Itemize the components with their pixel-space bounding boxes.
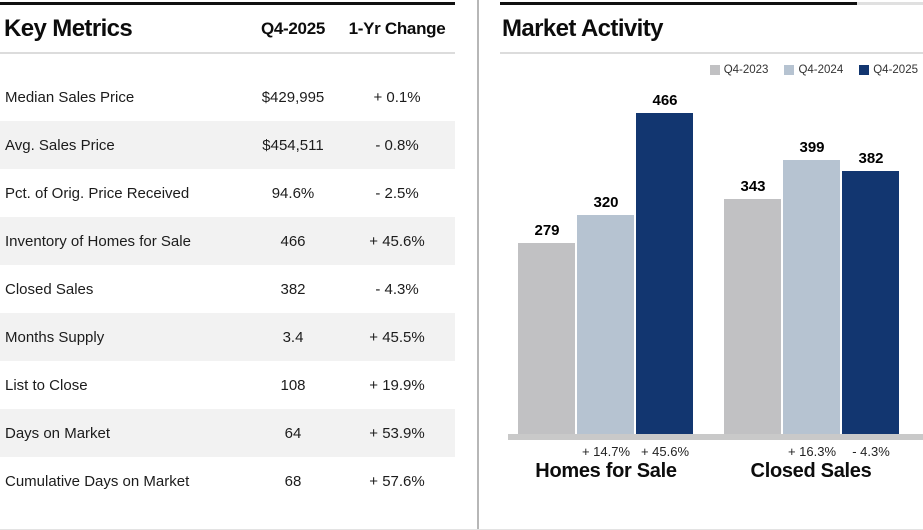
legend-item-q4-2025: Q4-2025 [859, 64, 918, 76]
metric-change: + 0.1% [373, 88, 421, 106]
bar-pct-change-label: + 16.3% [787, 444, 837, 459]
metric-change: + 45.5% [369, 328, 425, 346]
metric-value: 64 [284, 424, 302, 442]
legend-item-q4-2023: Q4-2023 [709, 64, 769, 76]
legend-swatch-icon [784, 65, 795, 75]
table-row: Cumulative Days on Market 68 + 57.6% [0, 457, 455, 505]
bar-q4-2024-closed-sales [783, 160, 840, 437]
bar-value-label: 343 [740, 178, 766, 195]
chart-legend: Q4-2023 Q4-2024 Q4-2025 [709, 64, 918, 76]
bar-pct-change-label: + 45.6% [640, 444, 690, 459]
legend-label: Q4-2023 [723, 64, 769, 76]
bar-q4-2024-homes-for-sale [577, 215, 634, 437]
top-rule-right-extension [857, 2, 923, 5]
top-rule-right [500, 2, 857, 5]
bar-value-label: 279 [534, 222, 560, 239]
metric-label: Inventory of Homes for Sale [5, 232, 191, 250]
x-axis-line [508, 434, 923, 440]
panel-divider [477, 0, 479, 530]
bar-pct-change-label: + 14.7% [581, 444, 631, 459]
key-metrics-title: Key Metrics [4, 15, 133, 42]
legend-label: Q4-2025 [873, 64, 918, 76]
market-activity-title: Market Activity [502, 15, 663, 42]
metric-label: List to Close [5, 376, 88, 394]
bar-value-label: 320 [593, 194, 619, 211]
bar-q4-2023-closed-sales [724, 199, 781, 437]
table-row: Inventory of Homes for Sale 466 + 45.6% [0, 217, 455, 265]
metrics-table: Median Sales Price $429,995 + 0.1% Avg. Sal… [0, 73, 455, 505]
metric-change: - 4.3% [375, 280, 419, 298]
table-row: Median Sales Price $429,995 + 0.1% [0, 73, 455, 121]
table-header: Key Metrics Q4-2025 1-Yr Change [0, 7, 455, 51]
title-underline-left [0, 52, 455, 54]
bar-value-label: 382 [858, 150, 884, 167]
chart-header: Market Activity [500, 7, 663, 51]
metric-change: + 45.6% [369, 232, 425, 250]
metric-label: Median Sales Price [5, 88, 135, 106]
legend-label: Q4-2024 [798, 64, 844, 76]
metric-value: 382 [280, 280, 306, 298]
bar-pct-change-label: - 4.3% [852, 444, 890, 459]
metric-change: + 53.9% [369, 424, 425, 442]
metric-value: 108 [280, 376, 306, 394]
column-header-change: 1-Yr Change [348, 19, 446, 38]
legend-item-q4-2024: Q4-2024 [784, 64, 843, 76]
metric-label: Months Supply [5, 328, 105, 346]
table-row: Avg. Sales Price $454,511 - 0.8% [0, 121, 455, 169]
table-row: Pct. of Orig. Price Received 94.6% - 2.5% [0, 169, 455, 217]
metric-label: Pct. of Orig. Price Received [5, 184, 190, 202]
metric-change: - 2.5% [375, 184, 419, 202]
metric-value: $454,511 [262, 136, 324, 154]
metric-value: 68 [284, 472, 302, 490]
bar-value-label: 399 [799, 139, 825, 156]
category-label-closed-sales: Closed Sales [750, 460, 872, 482]
market-activity-panel: Market Activity Q4-2023 Q4-2024 Q4-2025 27… [500, 0, 923, 530]
category-label-homes-for-sale: Homes for Sale [535, 460, 677, 482]
bar-q4-2025-homes-for-sale [636, 113, 693, 437]
bar-q4-2025-closed-sales [842, 171, 899, 437]
metric-label: Avg. Sales Price [5, 136, 115, 154]
bar-chart: 279 320 + 14.7% 466 + 45.6% Homes for Sale 343… [500, 0, 923, 530]
metric-value: 466 [280, 232, 306, 250]
legend-swatch-icon [859, 65, 870, 75]
metric-label: Cumulative Days on Market [5, 472, 190, 490]
metric-value: 3.4 [282, 328, 304, 346]
table-row: Months Supply 3.4 + 45.5% [0, 313, 455, 361]
metric-change: + 19.9% [369, 376, 425, 394]
bar-value-label: 466 [652, 92, 678, 109]
bar-q4-2023-homes-for-sale [518, 243, 575, 437]
title-underline-right [500, 52, 923, 54]
key-metrics-panel: Key Metrics Q4-2025 1-Yr Change Median S… [0, 0, 455, 530]
metric-value: $429,995 [261, 88, 325, 106]
table-row: Days on Market 64 + 53.9% [0, 409, 455, 457]
column-header-period: Q4-2025 [260, 19, 326, 38]
table-row: Closed Sales 382 - 4.3% [0, 265, 455, 313]
metric-change: - 0.8% [375, 136, 419, 154]
table-row: List to Close 108 + 19.9% [0, 361, 455, 409]
top-rule-left [0, 2, 455, 5]
metric-label: Days on Market [5, 424, 111, 442]
legend-swatch-icon [709, 65, 720, 75]
metric-value: 94.6% [271, 184, 315, 202]
metric-label: Closed Sales [5, 280, 94, 298]
metric-change: + 57.6% [369, 472, 425, 490]
